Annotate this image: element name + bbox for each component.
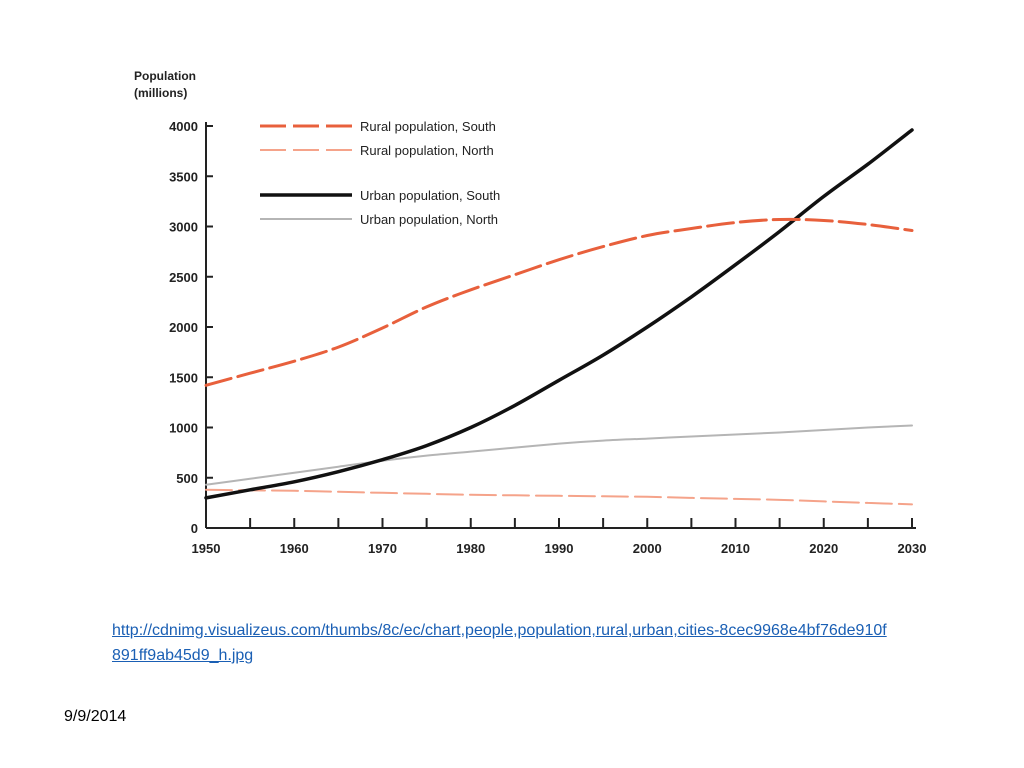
y-tick-label: 1500 xyxy=(169,370,198,385)
series-line-rural-population-south xyxy=(204,217,914,387)
y-tick-label: 2000 xyxy=(169,320,198,335)
y-axis-title-line-1: Population xyxy=(134,69,196,83)
legend: Rural population, South Rural population,… xyxy=(260,119,500,227)
y-tick-label: 3500 xyxy=(169,169,198,184)
x-tick-label: 1970 xyxy=(368,541,397,556)
y-axis-title: Population (millions) xyxy=(134,69,196,100)
x-tick-label: 2020 xyxy=(809,541,838,556)
x-tick-label: 1980 xyxy=(456,541,485,556)
y-tick-label: 1000 xyxy=(169,421,198,436)
slide-date: 9/9/2014 xyxy=(64,708,127,725)
y-tick-label: 0 xyxy=(191,521,198,536)
x-tick-label: 1950 xyxy=(192,541,221,556)
y-tick-label: 2500 xyxy=(169,270,198,285)
series-line-rural-population-north xyxy=(205,488,913,506)
legend-label-urban-population-south: Urban population, South xyxy=(360,188,500,203)
x-tick-label: 1990 xyxy=(545,541,574,556)
population-chart: Population (millions) 0 500 1000 1500 2000 25… xyxy=(134,69,926,556)
y-tick-label: 500 xyxy=(176,471,198,486)
series-layer xyxy=(204,128,914,506)
series-line-urban-population-south xyxy=(204,128,914,500)
y-tick-label: 4000 xyxy=(169,119,198,134)
x-tick-label: 2010 xyxy=(721,541,750,556)
x-tick-label: 2000 xyxy=(633,541,662,556)
source-link[interactable]: http://cdnimg.visualizeus.com/thumbs/8c/… xyxy=(112,622,887,664)
x-tick-label: 1960 xyxy=(280,541,309,556)
legend-label-rural-population-south: Rural population, South xyxy=(360,119,496,134)
series-line-urban-population-north xyxy=(205,424,913,486)
y-axis-title-line-2: (millions) xyxy=(134,86,187,100)
x-tick-label: 2030 xyxy=(898,541,927,556)
axes: 0 500 1000 1500 2000 2500 3000 3500 4000 1950 1960… xyxy=(169,119,926,556)
y-tick-label: 3000 xyxy=(169,220,198,235)
legend-label-urban-population-north: Urban population, North xyxy=(360,212,498,227)
legend-label-rural-population-north: Rural population, North xyxy=(360,143,494,158)
